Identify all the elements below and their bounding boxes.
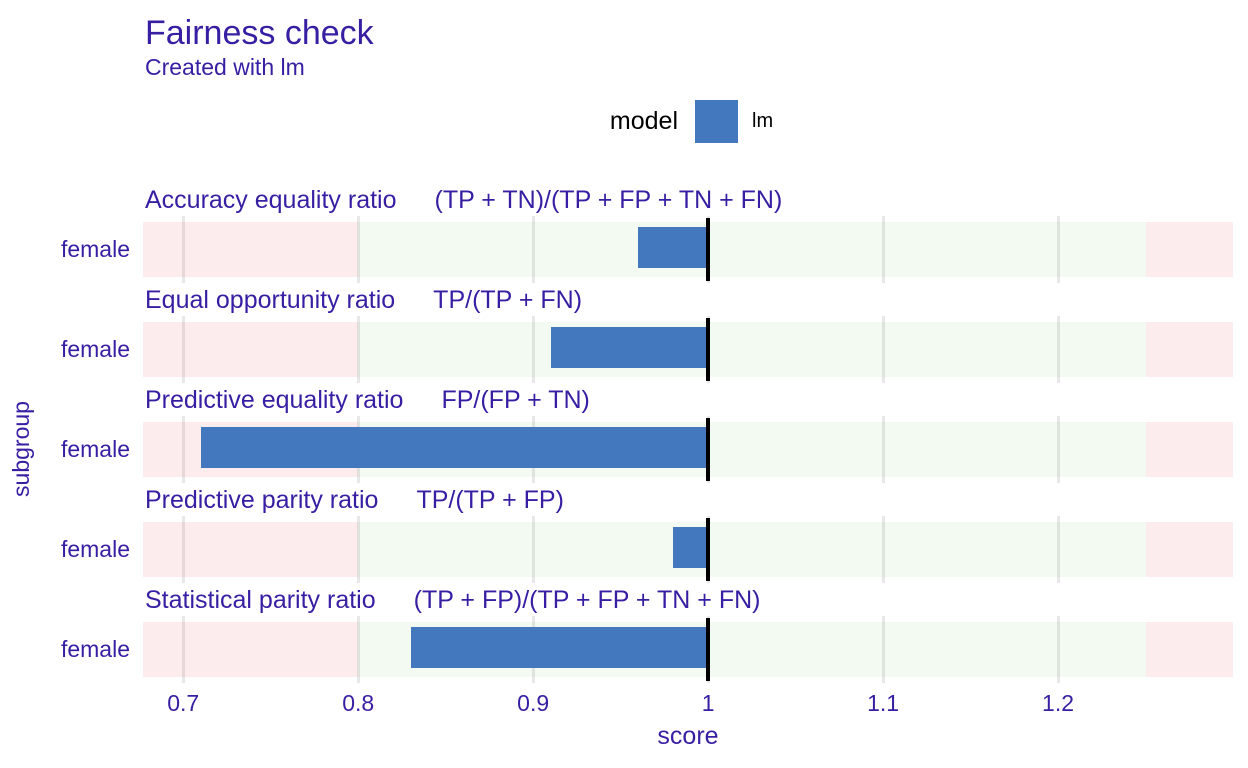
gridline — [182, 216, 185, 283]
unfair-zone-left — [143, 522, 359, 577]
unfair-zone-right — [1145, 522, 1233, 577]
gridline — [882, 616, 885, 683]
metric-title: Accuracy equality ratio (TP + TN)/(TP + F… — [145, 186, 782, 215]
gridline — [357, 616, 360, 683]
metric-name: Statistical parity ratio — [145, 586, 376, 614]
x-tick-label: 0.8 — [342, 690, 375, 716]
unfair-zone-right — [1145, 322, 1233, 377]
gridline — [882, 316, 885, 383]
unfair-zone-right — [1145, 222, 1233, 277]
gridline — [182, 516, 185, 583]
page-subtitle: Created with lm — [145, 54, 305, 80]
gridline — [882, 216, 885, 283]
legend-entry-lm: lm — [752, 110, 774, 132]
unfair-zone-left — [143, 322, 359, 377]
subgroup-row-label: female — [60, 236, 130, 262]
unfair-zone-right — [1145, 622, 1233, 677]
metric-title: Statistical parity ratio (TP + FP)/(TP + … — [145, 586, 760, 615]
metric-formula: FP/(FP + TN) — [441, 386, 590, 414]
baseline-line — [706, 518, 711, 581]
metric-name: Predictive parity ratio — [145, 486, 379, 514]
metric-formula: TP/(TP + FP) — [416, 486, 564, 514]
metric-title: Equal opportunity ratio TP/(TP + FN) — [145, 286, 582, 315]
x-tick-label: 0.7 — [167, 690, 200, 716]
gridline — [357, 216, 360, 283]
metric-bar — [673, 527, 709, 568]
x-tick-label: 1.1 — [867, 690, 900, 716]
metric-name: Predictive equality ratio — [145, 386, 404, 414]
metric-bar — [638, 227, 709, 268]
metric-bar — [200, 427, 709, 468]
metric-title: Predictive equality ratio FP/(FP + TN) — [145, 386, 590, 415]
metric-name: Equal opportunity ratio — [145, 286, 396, 314]
fair-zone — [358, 222, 1146, 277]
gridline — [532, 516, 535, 583]
metric-title: Predictive parity ratio TP/(TP + FP) — [145, 486, 564, 515]
unfair-zone-right — [1145, 422, 1233, 477]
metric-facet: female — [0, 516, 1248, 583]
baseline-line — [706, 218, 711, 281]
metric-facet: female — [0, 316, 1248, 383]
gridline — [1057, 516, 1060, 583]
subgroup-row-label: female — [60, 636, 130, 662]
gridline — [182, 316, 185, 383]
baseline-line — [706, 418, 711, 481]
gridline — [882, 516, 885, 583]
fair-zone — [358, 522, 1146, 577]
gridline — [182, 616, 185, 683]
unfair-zone-left — [143, 222, 359, 277]
baseline-line — [706, 618, 711, 681]
subgroup-row-label: female — [60, 336, 130, 362]
gridline — [532, 216, 535, 283]
metric-formula: (TP + TN)/(TP + FP + TN + FN) — [434, 186, 783, 214]
metric-formula: (TP + FP)/(TP + FP + TN + FN) — [413, 586, 761, 614]
x-tick-label: 1 — [701, 690, 715, 716]
gridline — [1057, 416, 1060, 483]
gridline — [357, 316, 360, 383]
gridline — [182, 416, 185, 483]
metric-formula: TP/(TP + FN) — [433, 286, 583, 314]
legend-title: model — [609, 107, 678, 135]
unfair-zone-left — [143, 622, 359, 677]
gridline — [532, 316, 535, 383]
metric-facet: female — [0, 416, 1248, 483]
gridline — [1057, 316, 1060, 383]
x-axis-label: score — [657, 722, 719, 750]
gridline — [1057, 616, 1060, 683]
subgroup-row-label: female — [60, 436, 130, 462]
page-title: Fairness check — [145, 14, 374, 52]
metric-bar — [550, 327, 709, 368]
metric-bar — [410, 627, 709, 668]
gridline — [1057, 216, 1060, 283]
fair-zone — [358, 322, 1146, 377]
subgroup-row-label: female — [60, 536, 130, 562]
x-tick-label: 1.2 — [1042, 690, 1075, 716]
metric-name: Accuracy equality ratio — [145, 186, 397, 214]
metric-facet: female — [0, 216, 1248, 283]
baseline-line — [706, 318, 711, 381]
x-tick-label: 0.9 — [517, 690, 550, 716]
legend: model lm — [0, 100, 1248, 143]
metric-facet: female — [0, 616, 1248, 683]
gridline — [357, 516, 360, 583]
legend-swatch-lm — [695, 100, 738, 143]
gridline — [882, 416, 885, 483]
